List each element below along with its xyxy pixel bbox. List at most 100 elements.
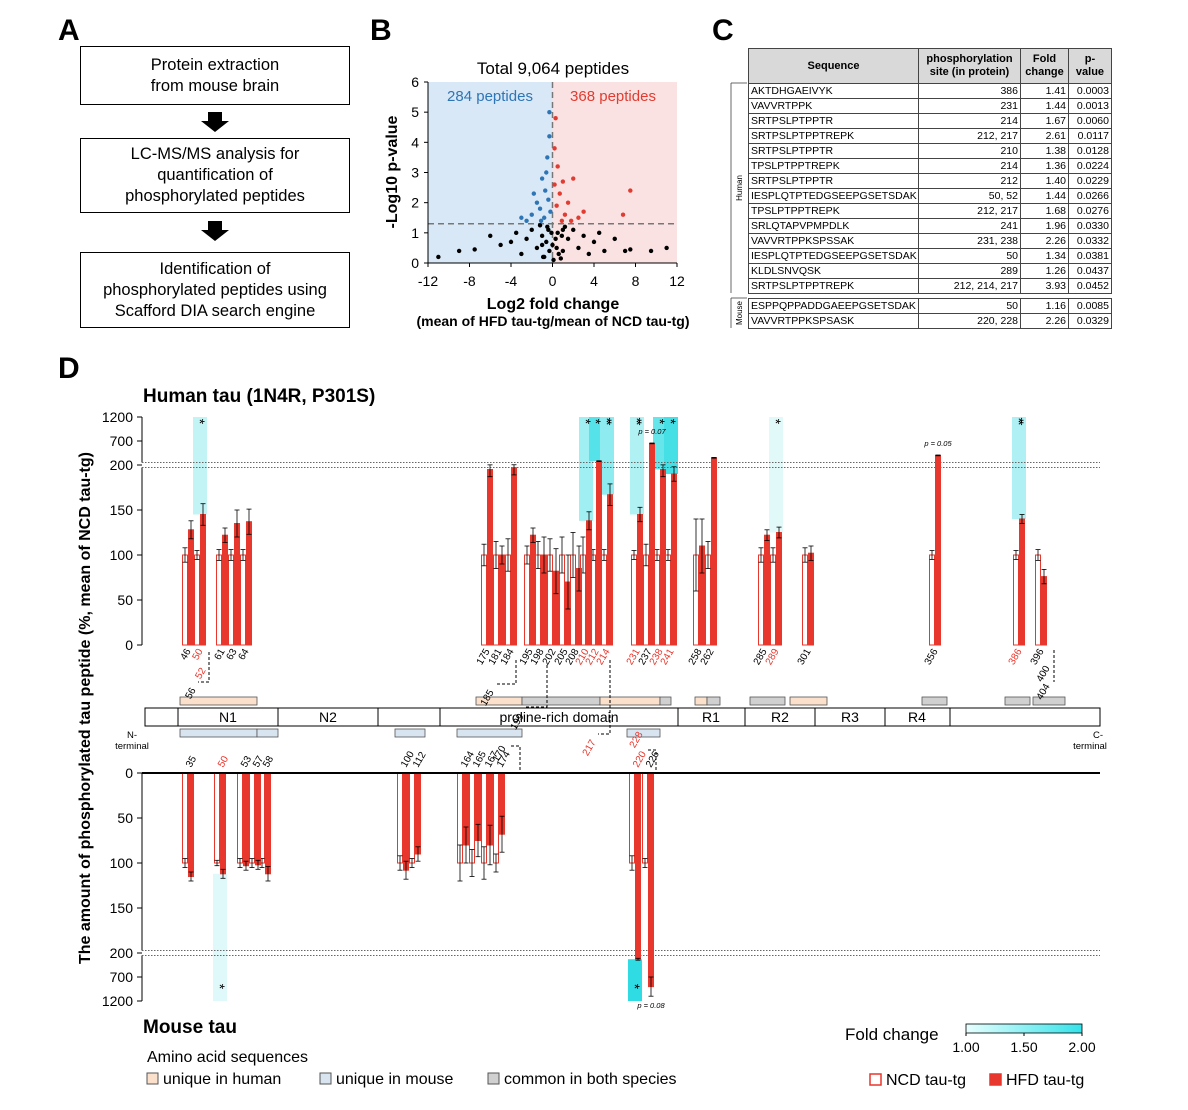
table-row: TPSLPTPPTREPK 214 1.36 0.0224 — [748, 158, 1112, 174]
error-bar — [643, 543, 649, 567]
error-bar — [463, 826, 469, 864]
colorbar-label: 1.50 — [1010, 1039, 1037, 1055]
flow-text: from mouse brain — [150, 76, 280, 95]
table-cell: 0.0013 — [1068, 98, 1112, 114]
error-bar — [570, 532, 576, 578]
data-point — [531, 191, 537, 196]
bar — [1013, 554, 1019, 646]
bar — [265, 772, 271, 875]
error-bar — [671, 466, 677, 482]
bar — [214, 772, 220, 864]
data-point — [628, 247, 633, 252]
error-bar — [475, 823, 481, 858]
error-bar — [397, 855, 403, 871]
x-tick-label: 4 — [590, 273, 598, 289]
bar — [654, 554, 660, 646]
legend-title: Fold change — [845, 1025, 939, 1044]
chart-title: Mouse tau — [143, 1017, 237, 1038]
table-row: SRTPSLPTPPTR 210 1.38 0.0128 — [748, 143, 1112, 159]
bar — [607, 494, 613, 646]
header-cell: Sequence — [748, 48, 919, 84]
y-tick-label: 150 — [110, 502, 134, 518]
data-point — [568, 218, 574, 223]
error-bar — [586, 511, 592, 531]
data-point — [537, 206, 543, 211]
bar — [935, 454, 941, 646]
data-point — [529, 212, 534, 217]
flow-arrow — [201, 221, 229, 241]
table-row: VAVVRTPPKSPSSAK 231, 238 2.26 0.0332 — [748, 233, 1112, 249]
bar — [770, 554, 776, 646]
bar — [1019, 518, 1025, 646]
x-tick-label: 386 — [1007, 647, 1025, 667]
x-tick-label: 12 — [669, 273, 685, 289]
x-tick-label: 50 — [191, 647, 206, 663]
error-bar — [711, 457, 717, 459]
y-tick-label: 200 — [110, 945, 134, 961]
y-tick-label: 1200 — [102, 409, 133, 425]
y-tick-label: 50 — [117, 810, 133, 826]
bracket — [646, 749, 657, 770]
x-axis-label: Log2 fold change — [487, 296, 620, 313]
bar — [1035, 554, 1041, 646]
bar — [631, 554, 637, 646]
table-row: ESPPQPPADDGAEEPGSETSDAK 50 1.16 0.0085 — [748, 298, 1112, 314]
table-cell: 1.34 — [1020, 248, 1069, 264]
x-tick-label: 241 — [659, 647, 677, 667]
table-row: KLDLSNVQSK 289 1.26 0.0437 — [748, 263, 1112, 279]
bar — [234, 523, 240, 646]
data-point — [664, 245, 669, 251]
coverage-segment — [659, 696, 672, 706]
flow-text: Scafford DIA search engine — [114, 301, 316, 320]
domain-label: R1 — [702, 709, 720, 725]
significance-highlight — [628, 959, 642, 1001]
chart-title: Total 9,064 peptides — [477, 59, 629, 78]
panel-label: C — [712, 14, 734, 47]
bar — [481, 554, 487, 646]
terminal-label: N- — [127, 730, 137, 741]
y-tick-label: 200 — [110, 457, 134, 473]
y-tick-label: 0 — [125, 765, 133, 781]
flow-text: phosphorylated peptides — [125, 187, 305, 205]
error-bar — [265, 866, 271, 882]
error-bar — [648, 976, 654, 997]
coverage-segment — [599, 696, 661, 706]
coverage-segment — [749, 696, 786, 706]
bar — [182, 772, 188, 864]
table-row: SRTPSLPTPPTR 214 1.67 0.0060 — [748, 113, 1112, 129]
error-bar — [535, 541, 541, 569]
bar — [493, 772, 499, 864]
shade-negative — [428, 82, 553, 263]
x-axis-sublabel: (mean of HFD tau-tg/mean of NCD tau-tg) — [417, 313, 690, 329]
table-row: IESPLQTPTEDGSEEPGSETSDAK 50, 52 1.44 0.0266 — [748, 188, 1112, 204]
x-tick-label: 214 — [595, 647, 613, 667]
error-bar — [403, 860, 409, 880]
table-cell: 50, 52 — [918, 188, 1021, 204]
table-cell: 1.67 — [1020, 113, 1069, 129]
bracket — [526, 665, 548, 708]
y-tick-label: 700 — [110, 433, 134, 449]
data-point — [534, 245, 540, 251]
bar — [524, 554, 530, 646]
bar — [188, 772, 194, 877]
header-cell: p-value — [1068, 48, 1112, 84]
x-tick-label: 35 — [184, 754, 199, 770]
table-cell: 212, 217 — [918, 128, 1021, 144]
domain-box — [377, 707, 441, 727]
panel-label: A — [58, 14, 80, 47]
bar — [649, 442, 655, 646]
y-tick-label: 1 — [411, 225, 419, 241]
data-point — [436, 254, 441, 260]
error-bar — [758, 547, 764, 563]
table-cell: 0.0128 — [1068, 143, 1112, 159]
domain-box — [144, 707, 179, 727]
data-point — [562, 212, 568, 217]
bar — [200, 514, 206, 646]
error-bar — [234, 509, 240, 538]
error-bar — [607, 483, 613, 506]
error-bar — [222, 527, 228, 543]
error-bar — [524, 545, 530, 565]
data-point — [538, 218, 544, 223]
error-bar — [764, 529, 770, 541]
bar — [499, 554, 505, 646]
